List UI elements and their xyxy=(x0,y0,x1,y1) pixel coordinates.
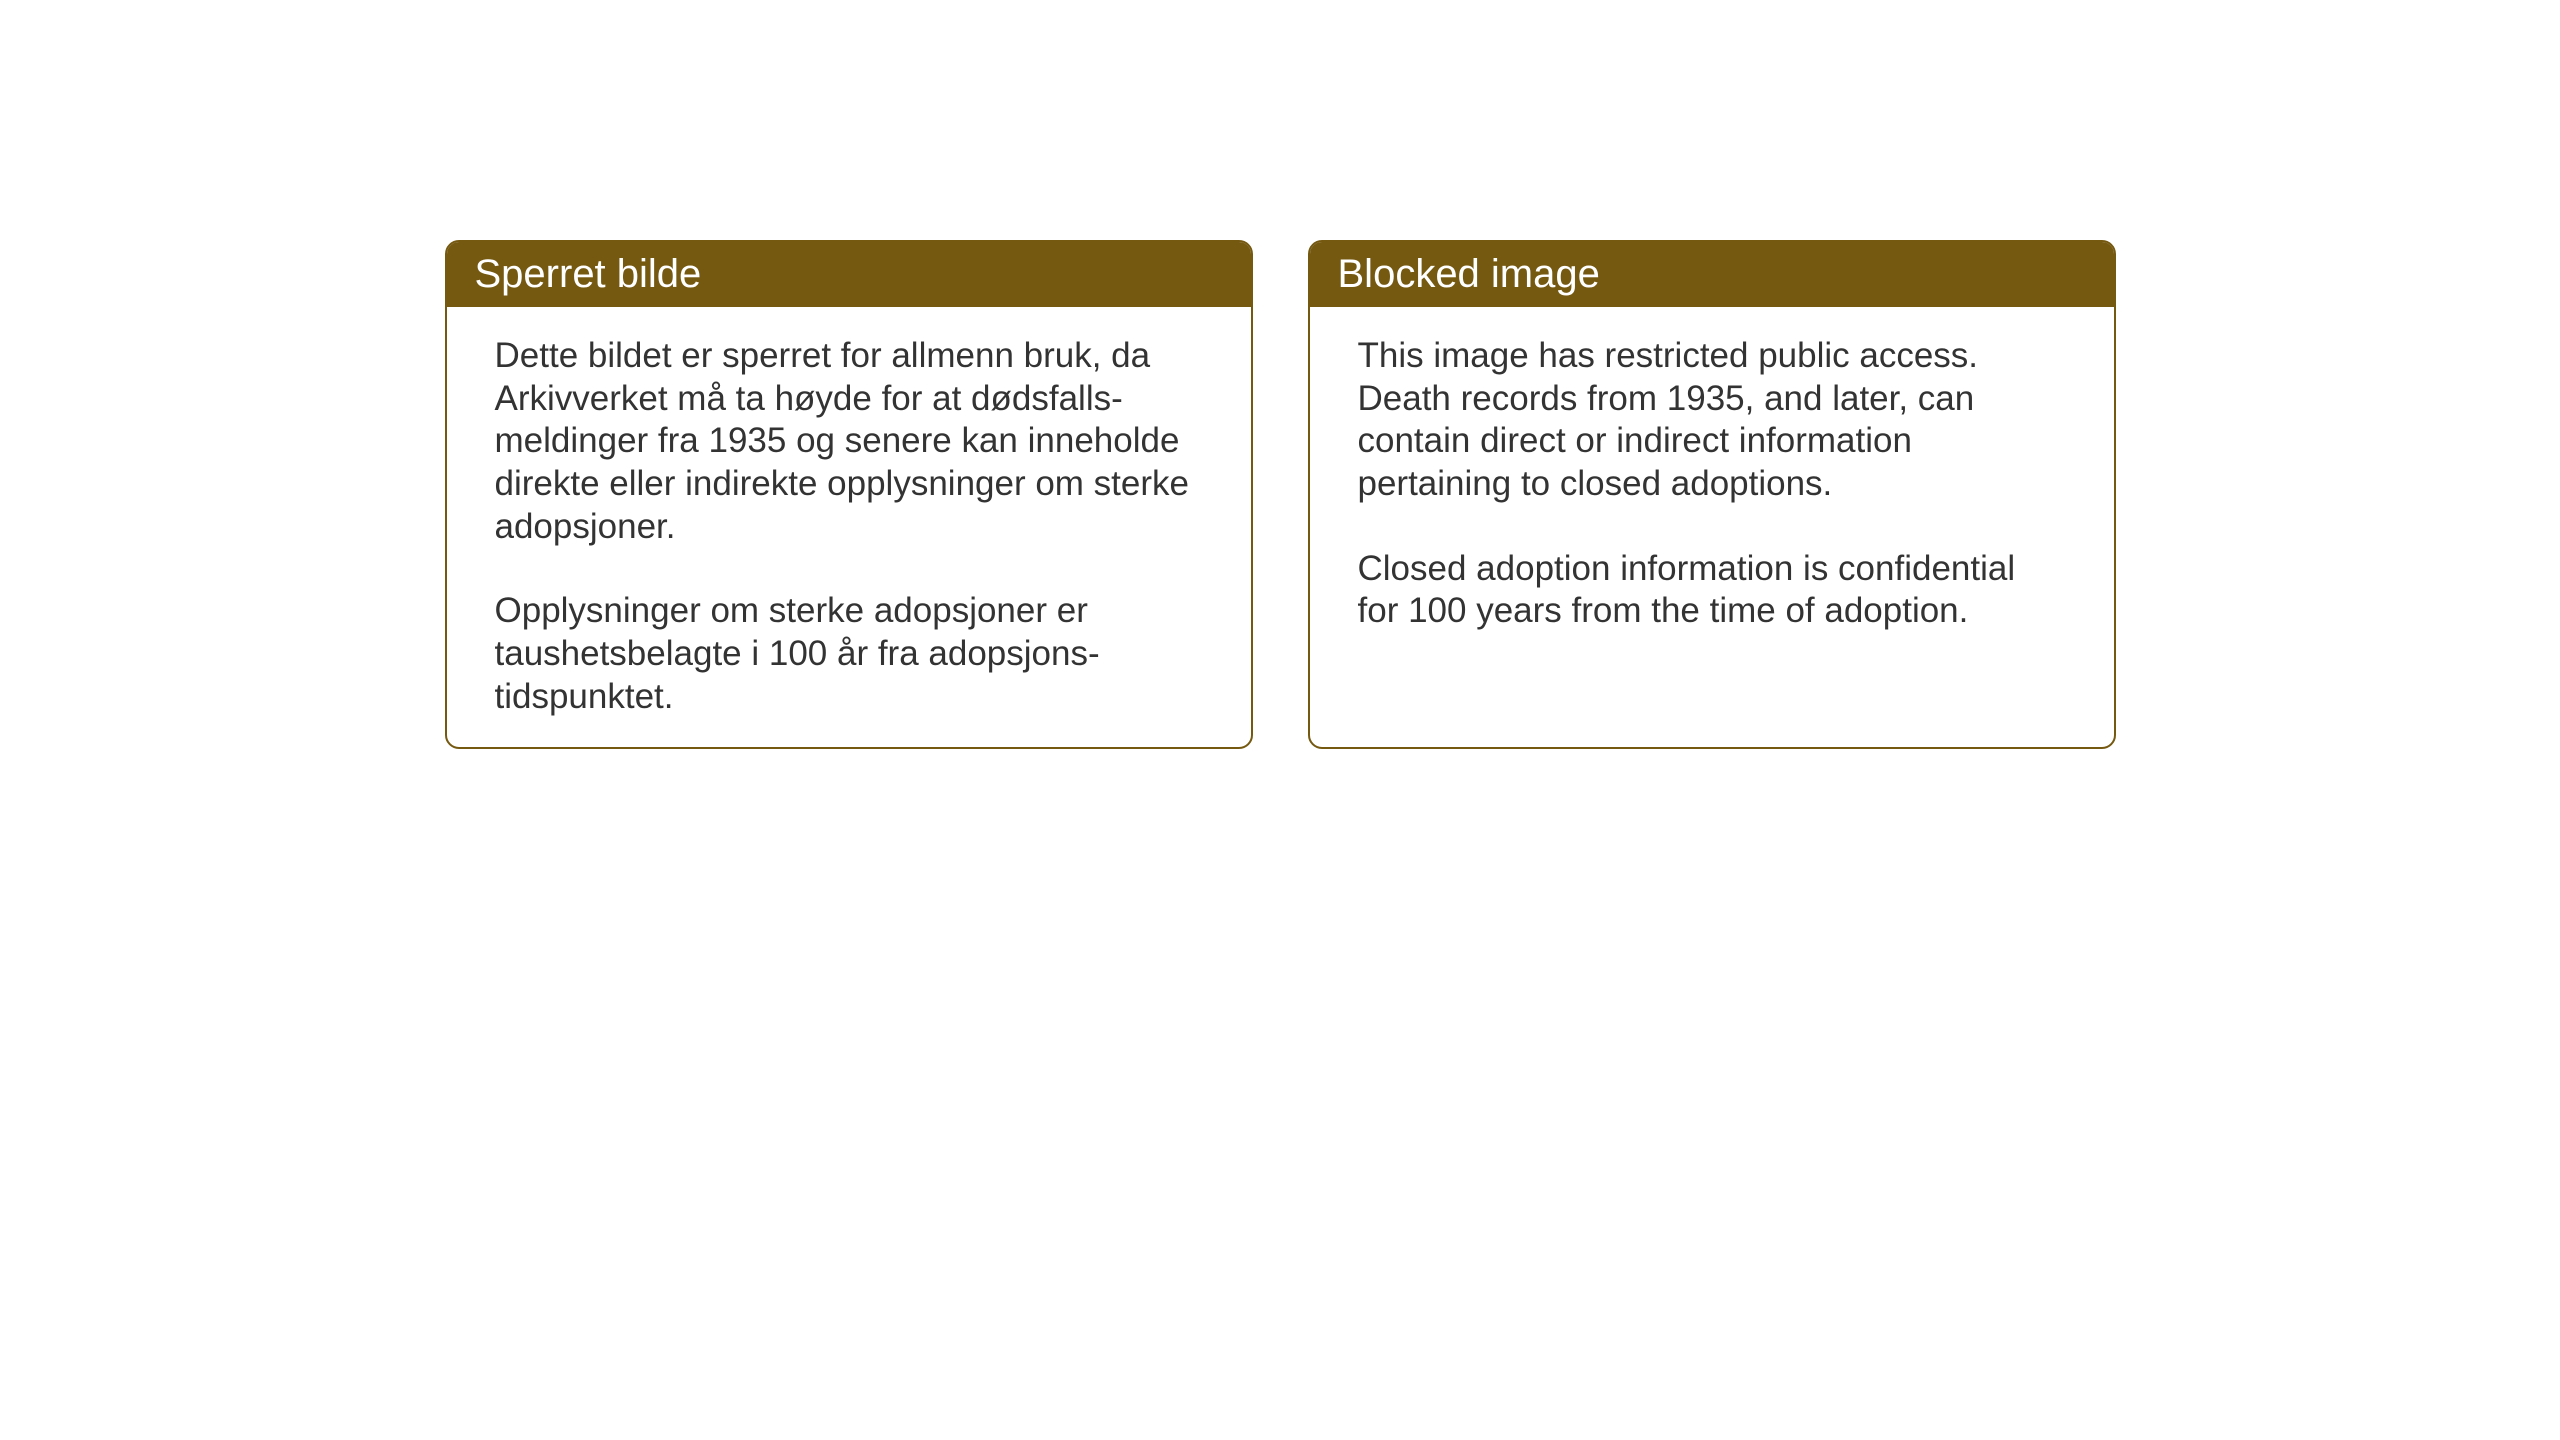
card-header-norwegian: Sperret bilde xyxy=(447,242,1251,307)
card-title-english: Blocked image xyxy=(1338,252,1600,296)
cards-container: Sperret bilde Dette bildet er sperret fo… xyxy=(445,240,2116,749)
card-title-norwegian: Sperret bilde xyxy=(475,252,702,296)
card-header-english: Blocked image xyxy=(1310,242,2114,307)
notice-card-english: Blocked image This image has restricted … xyxy=(1308,240,2116,749)
card-paragraph-1-norwegian: Dette bildet er sperret for allmenn bruk… xyxy=(495,335,1203,548)
card-paragraph-1-english: This image has restricted public access.… xyxy=(1358,335,2066,506)
card-paragraph-2-english: Closed adoption information is confident… xyxy=(1358,548,2066,633)
card-body-english: This image has restricted public access.… xyxy=(1310,307,2114,661)
notice-card-norwegian: Sperret bilde Dette bildet er sperret fo… xyxy=(445,240,1253,749)
card-paragraph-2-norwegian: Opplysninger om sterke adopsjoner er tau… xyxy=(495,590,1203,718)
card-body-norwegian: Dette bildet er sperret for allmenn bruk… xyxy=(447,307,1251,747)
